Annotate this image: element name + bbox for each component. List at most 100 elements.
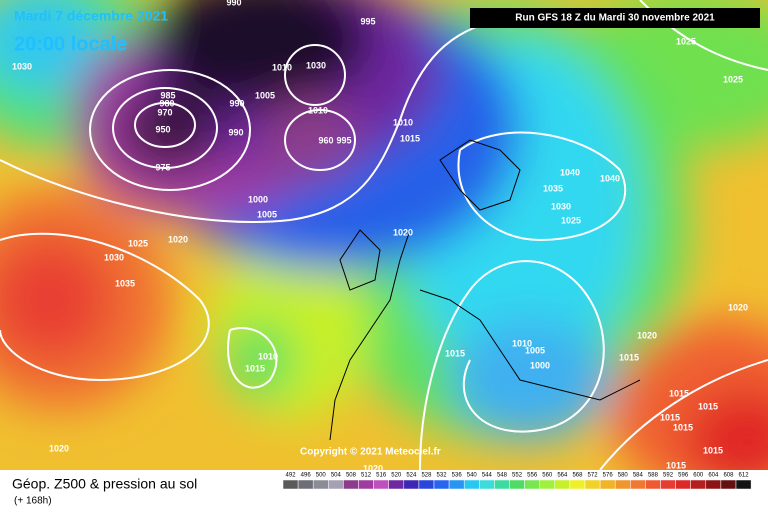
isobar-label: 985 (160, 90, 175, 100)
isobar-label: 975 (155, 162, 170, 172)
isobar-label: 980 (159, 98, 174, 108)
isobar-label: 990 (228, 127, 243, 137)
legend-label: 532 (437, 473, 448, 479)
legend-label: 604 (708, 473, 719, 479)
isobar-label: 1020 (393, 227, 413, 237)
legend-label: 608 (723, 473, 734, 479)
legend-label: 540 (467, 473, 478, 479)
isobar-label: 1025 (128, 238, 148, 248)
isobar-label: 1030 (551, 201, 571, 211)
legend-label: 568 (572, 473, 583, 479)
run-label: Run GFS 18 Z du Mardi 30 novembre 2021 (515, 13, 715, 24)
legend-label: 556 (527, 473, 538, 479)
legend-swatch (690, 479, 707, 490)
legend-label: 524 (406, 473, 417, 479)
isobar-label: 1025 (723, 74, 743, 84)
legend-label: 544 (482, 473, 493, 479)
legend-swatch (343, 479, 359, 490)
legend-label: 500 (316, 473, 327, 479)
legend-swatch (494, 479, 510, 490)
isobar-label: 1025 (561, 215, 581, 225)
legend-swatch (463, 479, 480, 490)
legend-swatch (433, 479, 450, 490)
isobar-label: 1005 (257, 209, 277, 219)
legend-label: 564 (557, 473, 568, 479)
legend-swatch (282, 479, 299, 490)
isobar-label: 1015 (445, 348, 465, 358)
legend-label: 576 (603, 473, 614, 479)
legend-label: 596 (678, 473, 689, 479)
legend-swatch (328, 479, 344, 490)
isobar-label: 1010 (308, 105, 328, 115)
isobar-label: 1030 (12, 61, 32, 71)
isobar-label: 1005 (525, 345, 545, 355)
isobar-label: 960 (318, 135, 333, 145)
isobar-label: 1010 (272, 62, 292, 72)
isobar-label: 1015 (703, 445, 723, 455)
legend-label: 600 (693, 473, 704, 479)
legend-label: 572 (588, 473, 599, 479)
footer-panel (0, 470, 768, 512)
legend-swatch (524, 479, 540, 490)
legend-swatch (388, 479, 405, 490)
legend-swatch (614, 479, 631, 490)
isobar-label: 1000 (530, 360, 550, 370)
isobar-label: 1015 (669, 388, 689, 398)
legend-swatch (297, 479, 314, 490)
isobar-label: 1040 (560, 167, 580, 177)
legend-label: 528 (421, 473, 432, 479)
legend-swatch (448, 479, 465, 490)
isobar-label: 1030 (104, 252, 124, 262)
isobar-label: 1035 (115, 278, 135, 288)
isobar-label: 1020 (728, 302, 748, 312)
legend-swatch (599, 479, 616, 490)
isobar-label: 1025 (676, 36, 696, 46)
isobar-label: 1020 (363, 463, 383, 473)
isobar-label: 1010 (258, 351, 278, 361)
isobar-label: 1010 (512, 338, 532, 348)
footer-title: Géop. Z500 & pression au sol (12, 476, 197, 492)
legend-label: 560 (542, 473, 553, 479)
legend-swatch (569, 479, 586, 490)
legend-swatch (479, 479, 495, 490)
legend-label: 496 (301, 473, 312, 479)
legend-swatch (720, 479, 737, 490)
legend-swatch (584, 479, 601, 490)
legend-label: 508 (346, 473, 357, 479)
isobar-label: 1015 (660, 412, 680, 422)
legend-swatch (705, 479, 722, 490)
footer-lead: (+ 168h) (14, 496, 52, 507)
legend-swatch (312, 479, 329, 490)
legend-swatch (675, 479, 691, 490)
isobar-label: 1015 (673, 422, 693, 432)
legend-label: 520 (391, 473, 402, 479)
legend-swatch (735, 479, 752, 490)
isobar-label: 1015 (245, 363, 265, 373)
isobar-label: 1020 (168, 234, 188, 244)
time: 20:00 locale (14, 33, 127, 55)
isobar-label: 1015 (619, 352, 639, 362)
isobar-label: 1010 (393, 117, 413, 127)
legend-swatch (358, 479, 374, 490)
isobar-label: 1015 (698, 401, 718, 411)
isobar-label: 950 (155, 124, 170, 134)
isobar-label: 990 (229, 98, 244, 108)
isobar-label: 995 (336, 135, 351, 145)
isobar-label: 970 (157, 107, 172, 117)
legend-swatch (539, 479, 556, 490)
legend-swatch (373, 479, 389, 490)
legend-label: 552 (512, 473, 523, 479)
isobar-label: 1015 (400, 133, 420, 143)
legend-swatch (509, 479, 525, 490)
legend-label: 492 (286, 473, 297, 479)
isobar-label: 1030 (306, 60, 326, 70)
legend-swatch (418, 479, 435, 490)
legend-label: 580 (618, 473, 629, 479)
legend-label: 548 (497, 473, 508, 479)
isobar-label: 1040 (600, 173, 620, 183)
legend-label: 504 (331, 473, 342, 479)
date: Mardi 7 décembre 2021 (14, 8, 168, 24)
legend-swatch (630, 479, 646, 490)
legend-swatch (403, 479, 420, 490)
